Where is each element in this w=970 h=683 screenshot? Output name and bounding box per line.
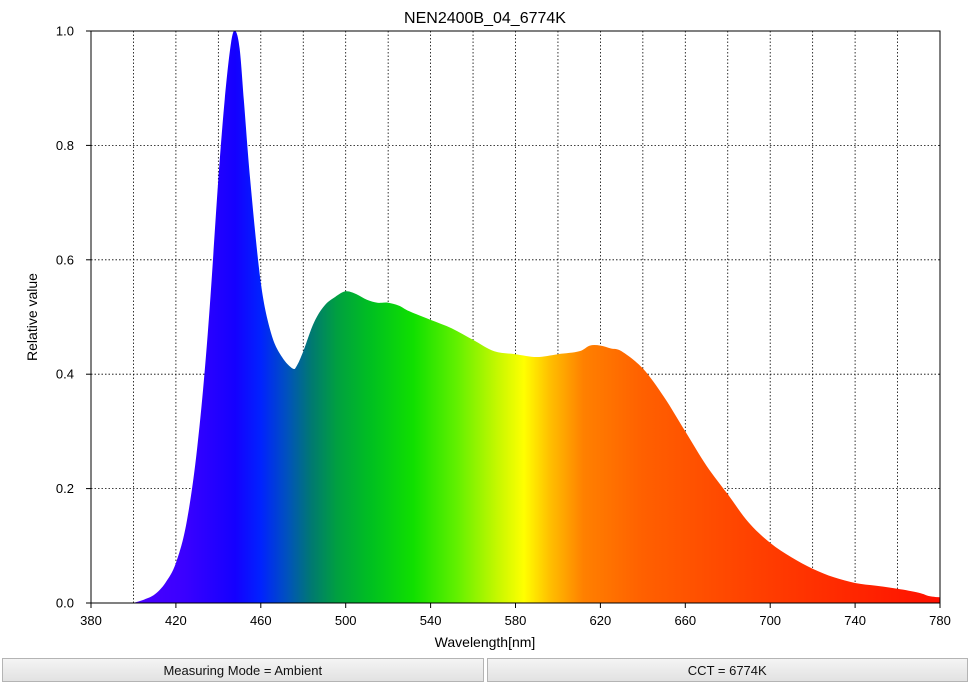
y-tick-label: 0.4 — [56, 367, 74, 382]
x-tick-label: 380 — [80, 613, 102, 628]
y-tick-label: 0.0 — [56, 596, 74, 611]
cct-label: CCT = 6774K — [486, 658, 968, 682]
x-tick-label: 460 — [250, 613, 272, 628]
measuring-mode-label: Measuring Mode = Ambient — [2, 658, 484, 682]
y-axis-label: Relative value — [24, 273, 40, 361]
spectrum-chart: 380 420 460 500 540 580 620 660 700 740 780 0.0 0.2 0… — [24, 10, 951, 650]
y-tick-label: 0.2 — [56, 481, 74, 496]
x-tick-label: 740 — [844, 613, 866, 628]
chart-title: NEN2400B_04_6774K — [404, 10, 566, 27]
status-bar: Measuring Mode = Ambient CCT = 6774K — [0, 656, 970, 683]
x-tick-label: 540 — [420, 613, 442, 628]
x-tick-label: 580 — [505, 613, 527, 628]
x-tick-label: 620 — [590, 613, 612, 628]
x-tick-label: 420 — [165, 613, 187, 628]
x-tick-label: 700 — [759, 613, 781, 628]
x-tick-label: 780 — [929, 613, 951, 628]
x-tick-label: 500 — [335, 613, 357, 628]
x-axis-label: Wavelength[nm] — [435, 634, 536, 650]
x-tick-label: 660 — [674, 613, 696, 628]
y-tick-label: 0.8 — [56, 138, 74, 153]
spectrum-area — [133, 30, 940, 604]
y-tick-label: 0.6 — [56, 252, 74, 267]
y-tick-label: 1.0 — [56, 24, 74, 39]
